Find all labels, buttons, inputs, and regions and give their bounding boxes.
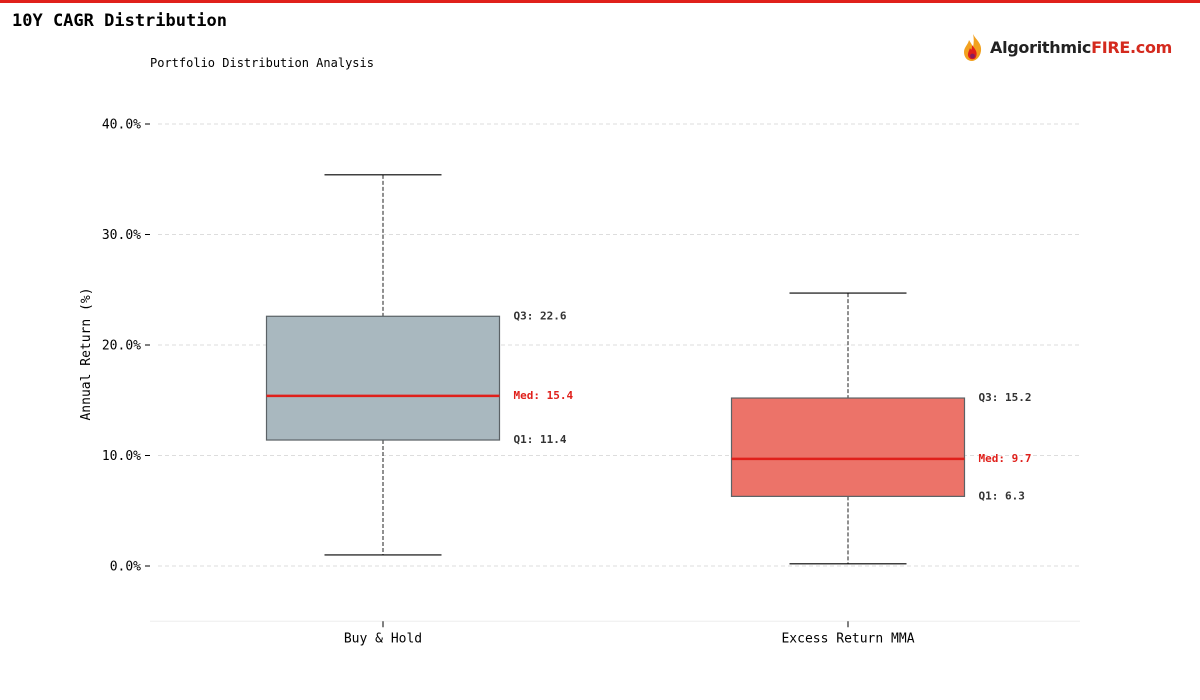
y-axis-label: Annual Return (%) [79, 287, 94, 420]
y-tick-label: 40.0% [102, 118, 141, 133]
x-tick-label: Excess Return MMA [781, 631, 914, 646]
chart-subtitle: Portfolio Distribution Analysis [150, 56, 374, 70]
y-tick-label: 0.0% [110, 560, 141, 575]
median-label: Med: 9.7 [979, 452, 1032, 465]
brand-name-suffix: FIRE.com [1091, 37, 1173, 57]
y-tick-label: 30.0% [102, 228, 141, 243]
y-tick-label: 10.0% [102, 449, 141, 464]
y-tick-label: 20.0% [102, 339, 141, 354]
q1-label: Q1: 6.3 [979, 489, 1025, 502]
q1-label: Q1: 11.4 [514, 433, 567, 446]
brand-logo: AlgorithmicFIRE.com [960, 30, 1172, 64]
q3-label: Q3: 22.6 [514, 309, 567, 322]
boxes: Q3: 22.6 Med: 15.4 Q1: 11.4 Q3: 15.2 Med: 9.… [265, 174, 1032, 565]
box-group: Q3: 15.2 Med: 9.7 Q1: 6.3 [730, 292, 1032, 565]
iqr-box [265, 315, 501, 441]
iqr-box [730, 397, 966, 497]
axes: 0.0% 10.0% 20.0% 30.0% 40.0% Buy & Hold Excess… [102, 118, 1080, 646]
box-group: Q3: 22.6 Med: 15.4 Q1: 11.4 [265, 174, 574, 556]
page-title: 10Y CAGR Distribution [12, 11, 227, 31]
top-accent-rule [0, 0, 1200, 3]
flame-logo-icon [964, 34, 982, 61]
median-label: Med: 15.4 [514, 389, 574, 402]
q3-label: Q3: 15.2 [979, 391, 1032, 404]
x-tick-label: Buy & Hold [344, 631, 422, 646]
brand-name-prefix: Algorithmic [990, 37, 1092, 57]
